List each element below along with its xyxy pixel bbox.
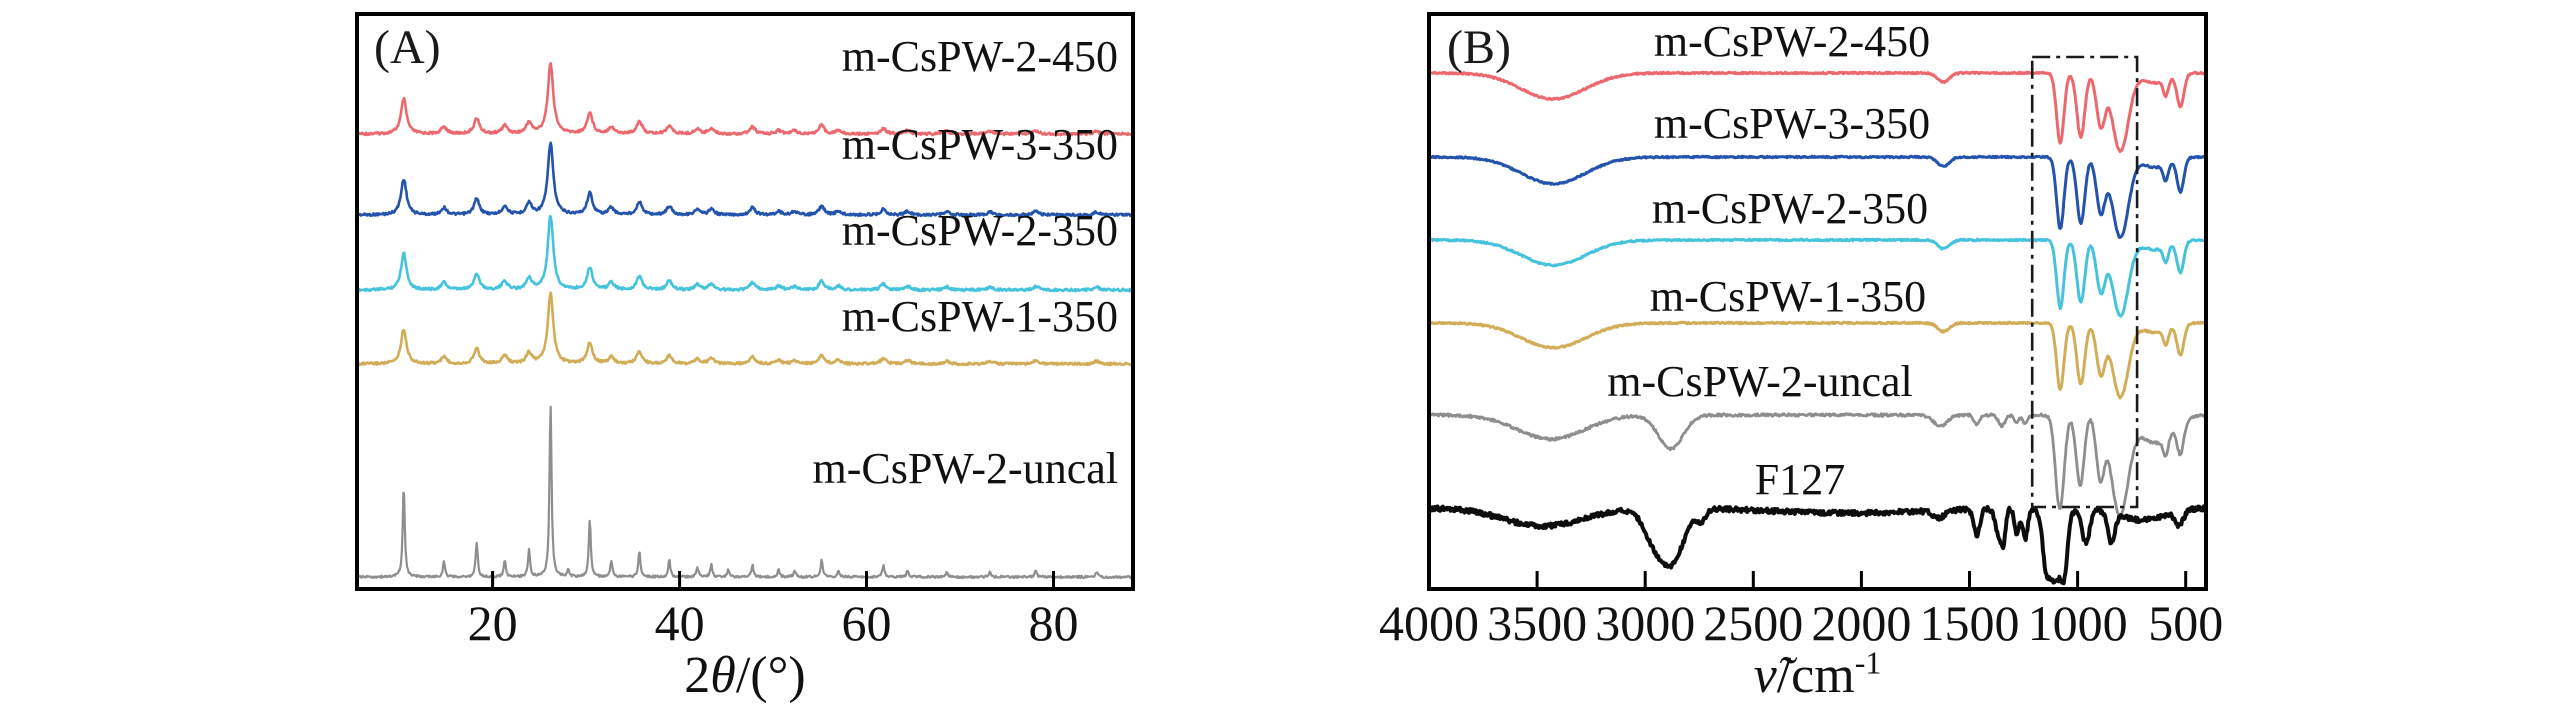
x-tick-label-panel-b-4000: 4000: [1379, 595, 1479, 651]
curve-panel-a-m-CsPW-1-350: [355, 291, 1134, 367]
x-tick-label-panel-a-20: 20: [468, 595, 518, 651]
curve-panel-a-m-CsPW-3-350: [355, 141, 1134, 218]
highlight-box-panel-b: [2030, 55, 2139, 509]
curve-panel-b-m-CsPW-1-350: [1427, 320, 2208, 400]
x-tick-label-panel-b-3000: 3000: [1595, 595, 1695, 651]
plot-frame-panel-b: [1427, 12, 2208, 591]
x-tick-label-panel-a-80: 80: [1029, 595, 1079, 651]
x-tick-label-panel-b-3500: 3500: [1487, 595, 1587, 651]
plot-frame-panel-a: [355, 12, 1135, 591]
x-tick-label-panel-b-500: 500: [2148, 595, 2223, 651]
x-tick-label-panel-b-1000: 1000: [2028, 595, 2128, 651]
curve-panel-a-m-CsPW-2-450: [355, 61, 1134, 137]
curve-panel-b-m-CsPW-2-350: [1427, 237, 2208, 318]
curve-panel-b-m-CsPW-3-350: [1427, 154, 2208, 239]
x-tick-label-panel-b-2500: 2500: [1703, 595, 1803, 651]
x-tick-label-panel-a-60: 60: [842, 595, 892, 651]
curve-panel-a-m-CsPW-2-uncal: [355, 405, 1134, 580]
x-tick-label-panel-b-2000: 2000: [1811, 595, 1911, 651]
curve-panel-a-m-CsPW-2-350: [355, 215, 1134, 293]
curve-panel-b-m-CsPW-2-uncal: [1427, 412, 2208, 518]
curve-panel-b-m-CsPW-2-450: [1427, 70, 2208, 153]
x-tick-label-panel-b-1500: 1500: [1920, 595, 2020, 651]
curve-panel-b-F127: [1427, 504, 2208, 586]
x-tick-label-panel-a-40: 40: [655, 595, 705, 651]
